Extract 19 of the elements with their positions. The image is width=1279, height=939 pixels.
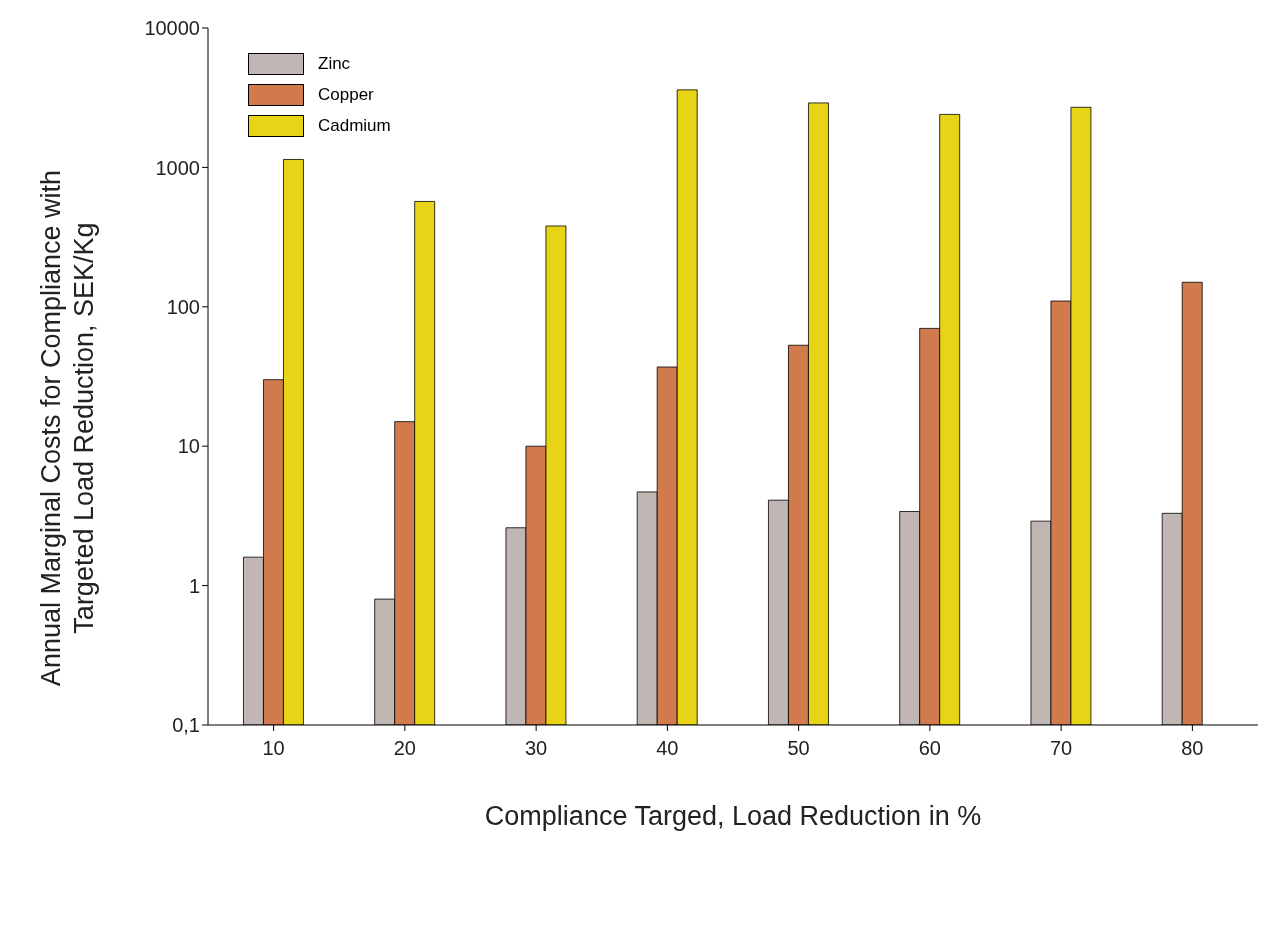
y-axis-title: Annual Marginal Costs for Compliance with Targeted Load Reduction, SEK/Kg <box>35 168 100 689</box>
x-tick-label: 70 <box>1050 737 1073 760</box>
x-tick-label: 60 <box>918 737 941 760</box>
y-tick-label: 1000 <box>155 156 200 179</box>
x-tick-label: 20 <box>393 737 416 760</box>
x-tick-label: 30 <box>525 737 548 760</box>
y-tick-label: 1 <box>188 574 200 597</box>
x-tick-label: 80 <box>1181 737 1204 760</box>
y-tick-label: 10 <box>177 435 200 458</box>
x-tick-label: 40 <box>656 737 679 760</box>
legend-label: Copper <box>318 84 374 105</box>
y-tick-label: 100 <box>166 295 200 318</box>
y-tick-label: 10000 <box>144 17 200 40</box>
legend-label: Zinc <box>318 53 351 74</box>
x-axis-title: Compliance Targed, Load Reduction in % <box>484 801 982 831</box>
legend-label: Cadmium <box>318 115 391 136</box>
y-tick-label: 0,1 <box>172 714 200 737</box>
x-tick-label: 10 <box>262 737 285 760</box>
x-tick-label: 50 <box>787 737 810 760</box>
